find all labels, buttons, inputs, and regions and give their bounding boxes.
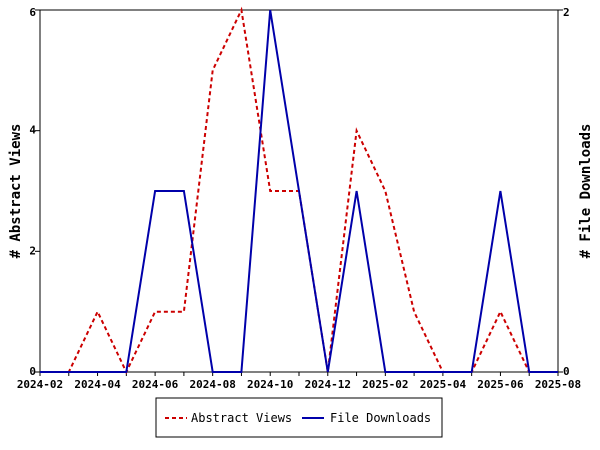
y-tick-label-left: 6: [29, 6, 36, 19]
x-tick-label: 2024-10: [247, 378, 293, 391]
y-axis-title-left: # Abstract Views: [8, 124, 24, 259]
y-tick-label-left: 4: [29, 124, 36, 137]
y-axis-title-right: # File Downloads: [578, 124, 594, 259]
y-tick-label-right: 0: [563, 365, 570, 378]
legend: Abstract Views File Downloads: [155, 397, 443, 438]
legend-label-file-downloads: File Downloads: [330, 411, 431, 425]
x-tick-label: 2025-02: [362, 378, 408, 391]
y-tick-label-right: 2: [563, 6, 570, 19]
x-tick-label: 2024-06: [132, 378, 179, 391]
legend-box: [155, 397, 443, 438]
x-tick-label: 2025-04: [420, 378, 467, 391]
plot-area: 0 2 4 6 0 2 2024-02 2024-04 2024-06 2024-08 2024-1…: [17, 6, 581, 391]
series-line-file-downloads: [40, 9, 558, 373]
x-tick-label: 2024-12: [305, 378, 351, 391]
y-tick-label-left: 2: [29, 244, 36, 257]
x-tick-label: 2024-04: [74, 378, 121, 391]
x-tick-label: 2025-06: [477, 378, 524, 391]
x-tick-label: 2024-02: [17, 378, 63, 391]
y-tick-label-left: 0: [29, 365, 36, 378]
legend-label-abstract-views: Abstract Views: [191, 411, 292, 425]
x-tick-label: 2025-08: [535, 378, 581, 391]
x-tick-label: 2024-08: [189, 378, 235, 391]
